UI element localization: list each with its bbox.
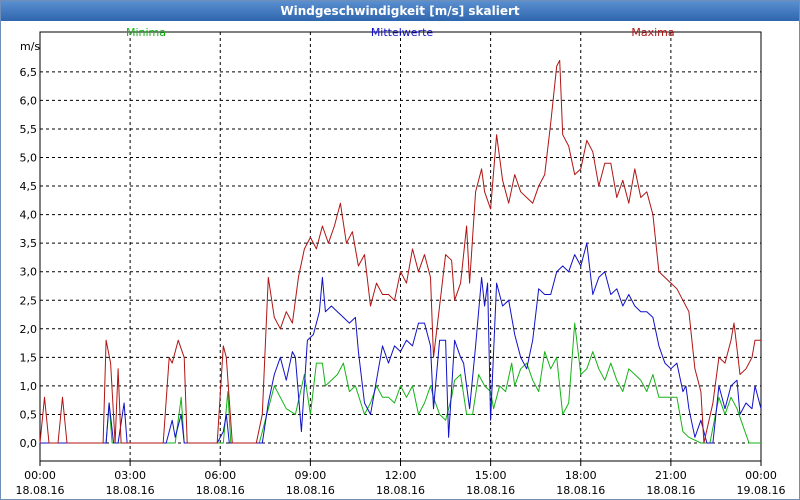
series-line-mittelwerte <box>40 242 762 444</box>
x-tick-time: 21:00 <box>655 469 687 482</box>
x-tick-time: 09:00 <box>295 469 327 482</box>
x-tick-time: 03:00 <box>114 469 146 482</box>
series-line-maxima <box>39 59 761 444</box>
x-axis-ticks: 00:00 18.08.16 03:00 18.08.16 06:00 18.08.16 0… <box>16 461 786 497</box>
legend-maxima: Maxima <box>631 26 674 39</box>
y-tick-label: 6,5 <box>20 66 38 79</box>
x-tick-time: 15:00 <box>475 469 507 482</box>
y-tick-label: 1,5 <box>20 351 38 364</box>
y-tick-label: 0,0 <box>20 437 38 450</box>
y-tick-label: 3,0 <box>20 266 38 279</box>
y-tick-label: 5,5 <box>20 123 38 136</box>
x-tick-time: 18:00 <box>565 469 597 482</box>
y-tick-label: 4,5 <box>20 180 38 193</box>
y-tick-label: 1,0 <box>20 380 38 393</box>
x-tick-date: 18.08.16 <box>286 484 335 497</box>
legend-mittelwerte: Mittelwerte <box>371 26 434 39</box>
y-tick-label: 0,5 <box>20 408 38 421</box>
x-tick-time: 12:00 <box>385 469 417 482</box>
plot-area <box>39 31 762 462</box>
x-tick-date: 18.08.16 <box>106 484 155 497</box>
x-tick-date: 18.08.16 <box>556 484 605 497</box>
y-tick-label: 3,5 <box>20 237 38 250</box>
x-tick-date: 18.08.16 <box>16 484 65 497</box>
window-title: Windgeschwindigkeit [m/s] skaliert <box>1 1 799 21</box>
y-tick-label: 4,0 <box>20 209 38 222</box>
x-tick-date: 18.08.16 <box>466 484 515 497</box>
x-tick-date: 18.08.16 <box>376 484 425 497</box>
x-tick-time: 06:00 <box>204 469 236 482</box>
y-axis-label: m/s <box>20 40 40 53</box>
legend-minima: Minima <box>126 26 166 39</box>
y-tick-label: 2,5 <box>20 294 38 307</box>
x-tick-time: 00:00 <box>745 469 777 482</box>
x-tick-date: 19.08.16 <box>737 484 786 497</box>
x-tick-date: 18.08.16 <box>196 484 245 497</box>
x-tick-date: 18.08.16 <box>646 484 695 497</box>
x-tick-time: 00:00 <box>24 469 56 482</box>
series-line-minima <box>40 322 761 444</box>
series-lines <box>39 59 762 444</box>
y-tick-label: 5,0 <box>20 152 38 165</box>
y-tick-label: 6,0 <box>20 94 38 107</box>
y-axis-ticks: 0,0 0,5 1,0 1,5 2,0 2,5 3,0 3,5 4,0 4,5 5,0 5,5 6,0 6… <box>20 66 38 450</box>
y-tick-label: 2,0 <box>20 323 38 336</box>
